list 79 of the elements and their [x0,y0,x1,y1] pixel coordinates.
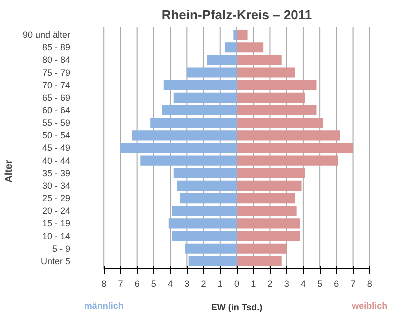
y-tick-label: 85 - 89 [42,42,71,53]
x-axis-title: EW (in Tsd.) [211,302,263,312]
y-tick-label: 10 - 14 [42,231,71,242]
text: männlich [84,301,124,312]
bar [120,143,237,154]
y-tick-label: 50 - 54 [42,130,71,141]
y-tick-label: 20 - 24 [42,206,71,216]
bar [187,68,237,78]
bar [237,206,297,216]
bar [237,143,354,154]
y-tick-label: 70 - 74 [42,80,71,90]
y-tick-label: Unter 5 [40,256,70,266]
bar [177,180,237,191]
bar [237,55,282,66]
bar [186,244,237,254]
bar [237,30,248,40]
y-tick-label: 45 - 49 [42,143,71,154]
x-tick-label: 5 [318,278,323,289]
bar [237,156,338,166]
y-tick-label: 15 - 19 [42,218,71,229]
y-tick-label: 40 - 44 [42,156,71,166]
bar [164,80,237,90]
y-tick-label: 5 - 9 [52,244,71,254]
bar [172,231,237,242]
x-tick-label: 6 [134,278,140,289]
y-tick-label: 55 - 59 [42,118,71,128]
x-tick-label: 8 [367,278,372,289]
bar [237,92,306,103]
bar [237,42,264,53]
bar [207,55,237,66]
y-tick-label: 80 - 84 [42,55,71,66]
x-tick-label: 1 [251,278,256,289]
x-tick-label: 2 [268,278,273,289]
bar [237,105,317,116]
y-tick-label: 75 - 79 [42,68,71,78]
x-tick-label: 6 [334,278,340,289]
x-tick-label: 4 [168,278,174,289]
y-tick-label: 25 - 29 [42,194,71,204]
bar [168,218,237,229]
bar [237,118,324,128]
chart-title: Rhein-Pfalz-Kreis – 2011 [162,8,312,22]
x-tick-label: 3 [184,278,190,289]
x-tick-label: 0 [234,278,240,289]
bar [237,218,300,229]
bar [234,30,237,40]
x-tick-label: 7 [350,278,356,289]
bar [174,168,237,178]
x-tick-label: 2 [201,278,206,289]
y-tick-label: 65 - 69 [42,92,71,103]
bar [237,231,300,242]
bar [180,194,237,204]
x-tick-label: 1 [218,278,223,289]
bar [188,256,237,266]
bar [172,206,237,216]
y-tick-label: 90 und älter [22,30,71,40]
bar [225,42,237,53]
bar [150,118,237,128]
bar [174,92,237,103]
x-tick-label: 5 [151,278,156,289]
bar [140,156,237,166]
bar [132,130,237,141]
y-tick-label: 60 - 64 [42,106,71,116]
x-tick-label: 8 [102,278,107,289]
y-tick-label: 35 - 39 [42,168,71,178]
bar [237,244,287,254]
text: weiblich [351,301,388,312]
bar [237,180,302,191]
bar [237,256,282,266]
bar [237,130,340,141]
y-tick-label: 30 - 34 [42,180,71,191]
bar [237,194,296,204]
y-axis-title: Alter [4,160,15,183]
bar [237,80,317,90]
x-tick-label: 3 [284,278,290,289]
x-tick-label: 4 [300,278,306,289]
x-tick-label: 7 [118,278,124,289]
bar [237,68,296,78]
bar [162,105,237,116]
bar [237,168,306,178]
